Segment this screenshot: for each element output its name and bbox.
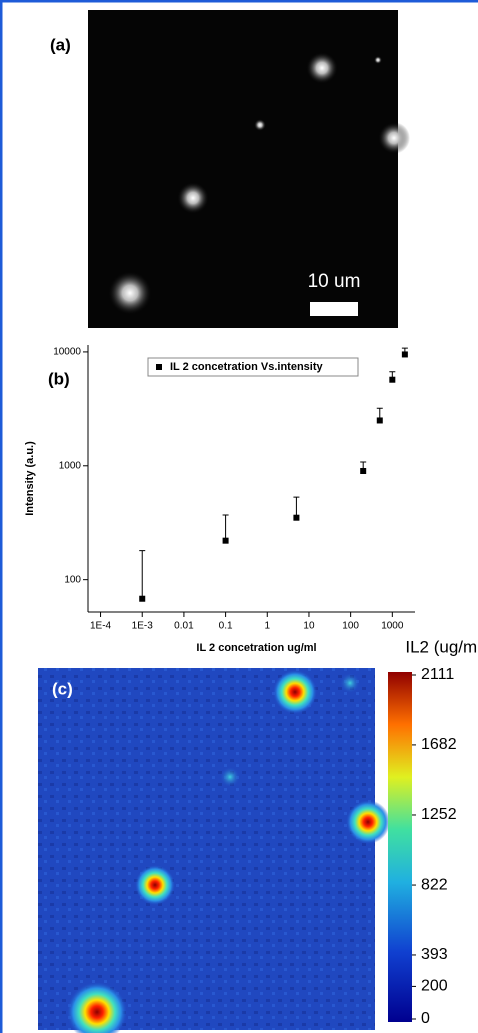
x-tick-label: 1E-3 (132, 621, 154, 632)
x-tick-label: 100 (342, 621, 359, 632)
error-bar (293, 496, 300, 518)
colorbar-tick-label: 822 (421, 876, 448, 893)
panel-label: (a) (50, 35, 71, 54)
panel-label: (b) (48, 369, 70, 388)
point (139, 595, 146, 602)
colorbar-tick-label: 200 (421, 978, 448, 995)
scale-bar-label: 10 um (308, 271, 361, 292)
scale-bar (310, 302, 358, 316)
colorbar-tick-label: 1682 (421, 736, 457, 753)
point (376, 417, 383, 424)
legend-label: IL 2 concetration Vs.intensity (170, 361, 323, 373)
colorbar (388, 672, 412, 1022)
y-tick-label: 1000 (59, 460, 82, 471)
colorbar-title: IL2 (ug/ml) (405, 637, 478, 656)
error-bar (139, 550, 146, 599)
panel-label: (c) (52, 679, 73, 698)
point (401, 351, 408, 358)
heatmap (38, 668, 375, 1030)
x-tick-label: 10 (303, 621, 315, 632)
y-tick-label: 100 (64, 574, 81, 585)
point (389, 376, 396, 383)
colorbar-tick-label: 2111 (421, 666, 454, 683)
y-axis-label: Intensity (a.u.) (24, 441, 36, 516)
colorbar-tick-label: 1252 (421, 806, 457, 823)
x-axis-label: IL 2 concetration ug/ml (196, 642, 316, 654)
x-tick-label: 1E-4 (90, 621, 112, 632)
x-tick-label: 0.01 (174, 621, 194, 632)
colorbar-tick-label: 0 (421, 1010, 430, 1027)
point (222, 537, 229, 544)
point (360, 467, 367, 474)
y-tick-label: 10000 (53, 347, 81, 358)
error-bar (222, 514, 229, 541)
spots (108, 52, 410, 315)
x-tick-label: 1 (264, 621, 270, 632)
x-tick-label: 1000 (381, 621, 404, 632)
x-tick-label: 0.1 (219, 621, 233, 632)
legend-box (147, 357, 359, 377)
point (293, 514, 300, 521)
heat-spots (67, 670, 390, 1033)
legend-marker (156, 364, 162, 370)
colorbar-tick-label: 393 (421, 946, 448, 963)
